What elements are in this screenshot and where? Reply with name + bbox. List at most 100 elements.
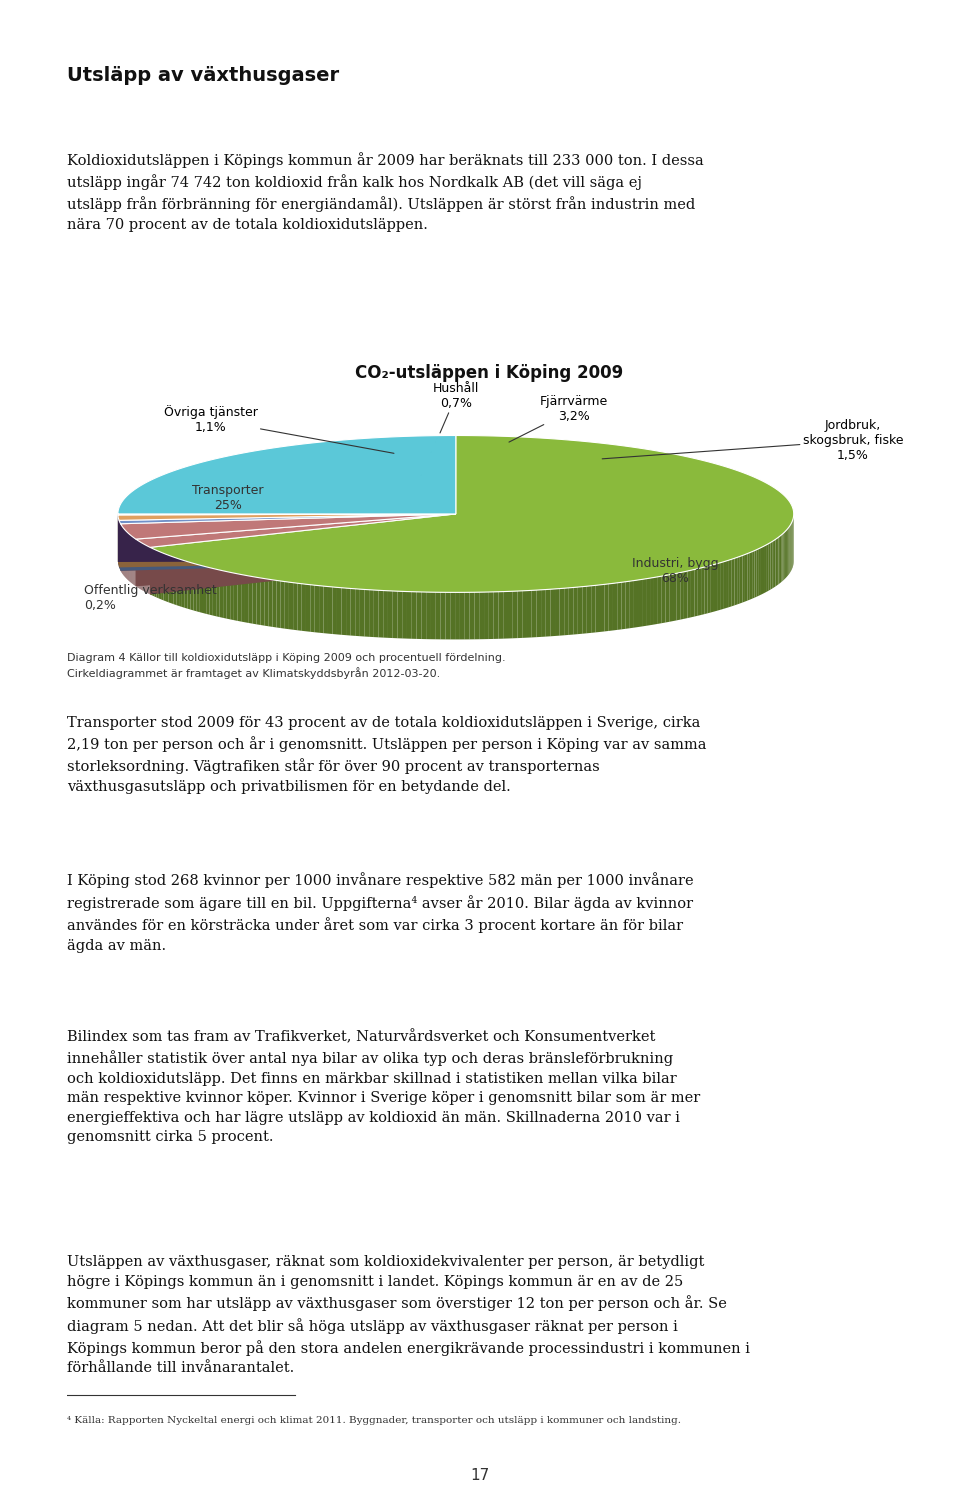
Text: Övriga tjänster
1,1%: Övriga tjänster 1,1% bbox=[164, 405, 394, 453]
Polygon shape bbox=[780, 535, 781, 583]
Polygon shape bbox=[342, 587, 346, 635]
Polygon shape bbox=[285, 581, 289, 629]
Polygon shape bbox=[777, 538, 779, 586]
Polygon shape bbox=[781, 533, 782, 583]
Polygon shape bbox=[591, 586, 595, 633]
Polygon shape bbox=[273, 580, 276, 627]
Polygon shape bbox=[310, 584, 315, 632]
Polygon shape bbox=[441, 592, 445, 639]
Polygon shape bbox=[397, 592, 402, 638]
Polygon shape bbox=[230, 572, 234, 620]
Polygon shape bbox=[378, 590, 383, 638]
Polygon shape bbox=[522, 590, 527, 638]
Polygon shape bbox=[332, 587, 337, 635]
Polygon shape bbox=[753, 551, 755, 599]
Polygon shape bbox=[121, 514, 456, 571]
Text: 17: 17 bbox=[470, 1467, 490, 1484]
Polygon shape bbox=[407, 592, 412, 639]
Polygon shape bbox=[745, 554, 748, 602]
Polygon shape bbox=[717, 563, 720, 611]
Text: I Köping stod 268 kvinnor per 1000 invånare respektive 582 män per 1000 invånare: I Köping stod 268 kvinnor per 1000 invån… bbox=[67, 872, 694, 953]
Polygon shape bbox=[161, 553, 163, 601]
Polygon shape bbox=[621, 581, 626, 629]
Polygon shape bbox=[152, 548, 155, 596]
Polygon shape bbox=[402, 592, 407, 638]
Polygon shape bbox=[583, 586, 587, 633]
Polygon shape bbox=[150, 436, 794, 592]
Polygon shape bbox=[705, 566, 708, 614]
Polygon shape bbox=[256, 577, 260, 624]
Polygon shape bbox=[673, 574, 677, 622]
Text: Fjärrvärme
3,2%: Fjärrvärme 3,2% bbox=[509, 396, 609, 442]
Text: Hushåll
0,7%: Hushåll 0,7% bbox=[433, 382, 479, 433]
Polygon shape bbox=[617, 583, 621, 630]
Polygon shape bbox=[119, 514, 456, 568]
Polygon shape bbox=[168, 556, 171, 604]
Polygon shape bbox=[455, 592, 460, 639]
Polygon shape bbox=[121, 514, 456, 571]
Polygon shape bbox=[595, 584, 600, 632]
Polygon shape bbox=[729, 559, 732, 607]
Text: Koldioxidutsläppen i Köpings kommun år 2009 har beräknats till 233 000 ton. I de: Koldioxidutsläppen i Köpings kommun år 2… bbox=[67, 152, 704, 232]
Polygon shape bbox=[249, 575, 252, 623]
Polygon shape bbox=[665, 575, 669, 623]
Polygon shape bbox=[150, 547, 152, 596]
Polygon shape bbox=[119, 514, 456, 568]
Polygon shape bbox=[698, 568, 701, 616]
Text: Industri, bygg
68%: Industri, bygg 68% bbox=[632, 557, 719, 586]
Polygon shape bbox=[681, 572, 684, 620]
Polygon shape bbox=[346, 589, 350, 635]
Polygon shape bbox=[630, 581, 634, 629]
Polygon shape bbox=[383, 590, 388, 638]
Polygon shape bbox=[118, 436, 456, 514]
Polygon shape bbox=[508, 592, 513, 638]
Polygon shape bbox=[155, 550, 156, 598]
Polygon shape bbox=[545, 589, 550, 636]
Polygon shape bbox=[498, 592, 503, 639]
Polygon shape bbox=[750, 551, 753, 599]
Polygon shape bbox=[708, 565, 710, 614]
Polygon shape bbox=[373, 590, 378, 638]
Polygon shape bbox=[537, 590, 541, 636]
Polygon shape bbox=[319, 586, 324, 633]
Polygon shape bbox=[785, 530, 786, 578]
Polygon shape bbox=[605, 584, 609, 632]
Polygon shape bbox=[720, 562, 723, 610]
Polygon shape bbox=[493, 592, 498, 639]
Polygon shape bbox=[264, 578, 269, 626]
Polygon shape bbox=[187, 562, 191, 610]
Polygon shape bbox=[227, 572, 230, 620]
Polygon shape bbox=[393, 592, 397, 638]
Polygon shape bbox=[758, 548, 761, 596]
Text: Inventering: Inventering bbox=[12, 12, 102, 27]
Polygon shape bbox=[298, 583, 301, 630]
Polygon shape bbox=[732, 559, 734, 607]
Polygon shape bbox=[412, 592, 417, 639]
Polygon shape bbox=[203, 566, 206, 614]
Polygon shape bbox=[465, 592, 469, 639]
Polygon shape bbox=[761, 547, 763, 595]
Text: Transporter
25%: Transporter 25% bbox=[192, 484, 263, 512]
Polygon shape bbox=[742, 554, 745, 602]
Text: Bilindex som tas fram av Trafikverket, Naturvårdsverket och Konsumentverket
inne: Bilindex som tas fram av Trafikverket, N… bbox=[67, 1029, 701, 1144]
Polygon shape bbox=[118, 514, 456, 562]
Polygon shape bbox=[654, 577, 658, 624]
Polygon shape bbox=[609, 583, 613, 630]
Polygon shape bbox=[450, 592, 455, 639]
Polygon shape bbox=[755, 550, 756, 598]
Polygon shape bbox=[734, 557, 737, 605]
Polygon shape bbox=[573, 587, 578, 635]
Polygon shape bbox=[460, 592, 465, 639]
Polygon shape bbox=[234, 574, 237, 622]
Text: CO₂-utsläppen i Köping 2009: CO₂-utsläppen i Köping 2009 bbox=[355, 365, 624, 382]
Polygon shape bbox=[200, 565, 203, 613]
Polygon shape bbox=[181, 560, 184, 608]
Polygon shape bbox=[677, 572, 681, 620]
Polygon shape bbox=[337, 587, 342, 635]
Polygon shape bbox=[626, 581, 630, 629]
Polygon shape bbox=[763, 545, 765, 593]
Polygon shape bbox=[600, 584, 605, 632]
Polygon shape bbox=[661, 575, 665, 623]
Polygon shape bbox=[245, 575, 249, 623]
Polygon shape bbox=[324, 586, 328, 633]
